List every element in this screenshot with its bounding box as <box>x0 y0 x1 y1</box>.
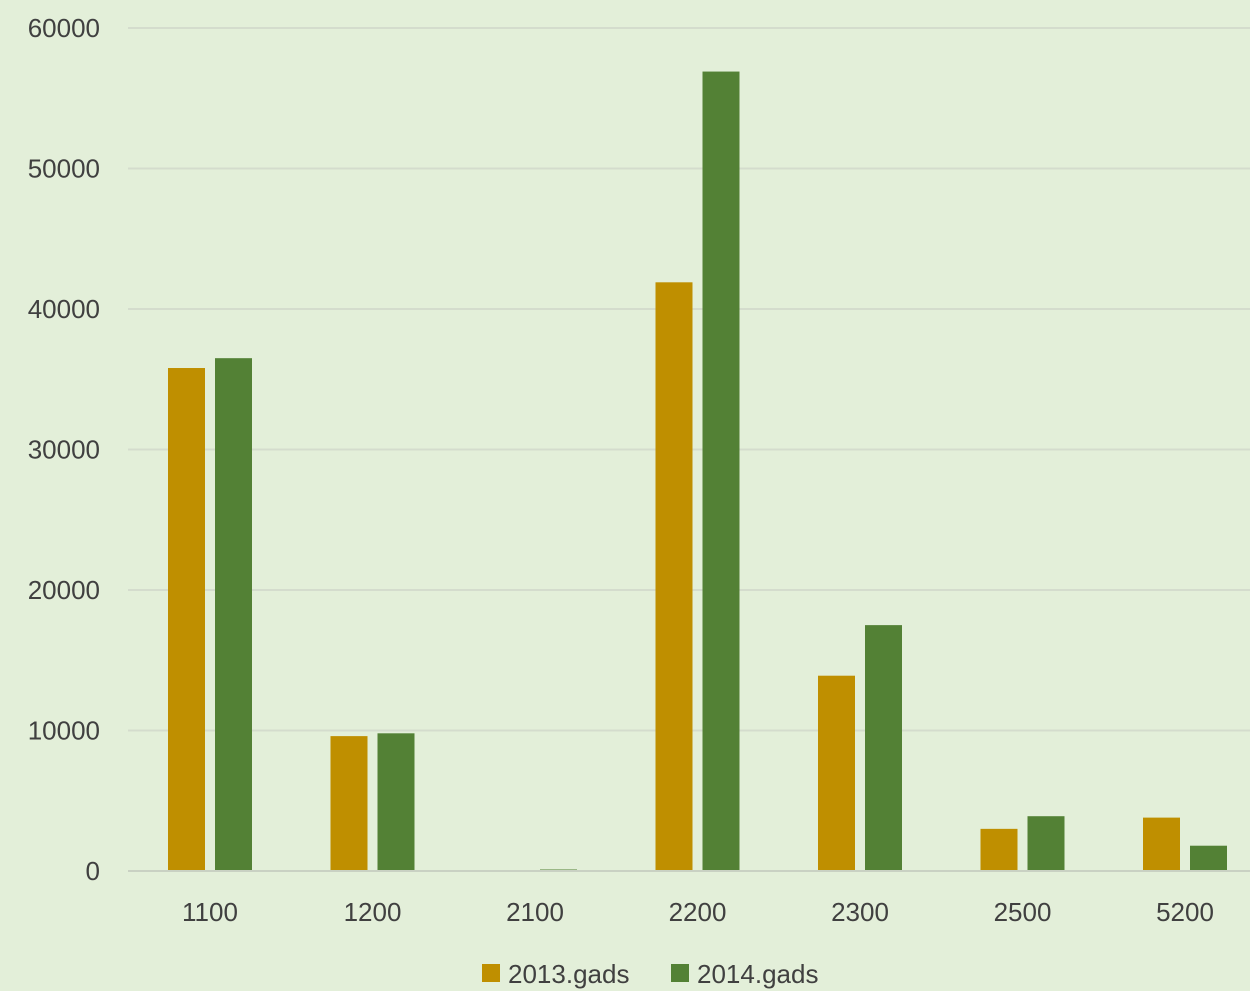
x-axis: 1100 1200 2100 2200 2300 2500 5200 <box>128 870 1250 927</box>
bars <box>168 71 1227 872</box>
x-tick-label: 1200 <box>344 897 402 927</box>
y-tick-label: 40000 <box>28 294 100 324</box>
y-tick-label: 20000 <box>28 575 100 605</box>
legend: 2013.gads 2014.gads <box>482 959 818 989</box>
legend-label: 2013.gads <box>508 959 629 989</box>
bar-2013.gads-2500 <box>980 828 1018 871</box>
y-axis: 0 10000 20000 30000 40000 50000 60000 <box>28 13 100 886</box>
y-tick-label: 10000 <box>28 716 100 746</box>
y-tick-label: 50000 <box>28 154 100 184</box>
y-tick-label: 30000 <box>28 435 100 465</box>
legend-swatch <box>482 964 500 982</box>
bar-2013.gads-1200 <box>330 736 368 871</box>
x-tick-label: 2500 <box>994 897 1052 927</box>
bar-2014.gads-2500 <box>1027 816 1065 871</box>
y-tick-label: 60000 <box>28 13 100 43</box>
bar-2013.gads-2200 <box>655 282 693 871</box>
x-tick-label: 2200 <box>669 897 727 927</box>
bar-2014.gads-5200 <box>1190 845 1227 871</box>
bar-2014.gads-2200 <box>702 71 740 872</box>
x-tick-label: 2300 <box>831 897 889 927</box>
x-tick-label: 5200 <box>1156 897 1214 927</box>
bar-2014.gads-1200 <box>377 733 415 871</box>
bar-2014.gads-1100 <box>215 358 252 871</box>
bar-2014.gads-2300 <box>865 625 902 871</box>
x-tick-label: 2100 <box>506 897 564 927</box>
x-tick-label: 1100 <box>182 897 238 927</box>
bar-2013.gads-2300 <box>818 675 855 871</box>
y-tick-label: 0 <box>86 856 100 886</box>
legend-swatch <box>671 964 689 982</box>
legend-label: 2014.gads <box>697 959 818 989</box>
bar-2013.gads-5200 <box>1143 817 1180 871</box>
bar-2013.gads-1100 <box>168 368 205 871</box>
